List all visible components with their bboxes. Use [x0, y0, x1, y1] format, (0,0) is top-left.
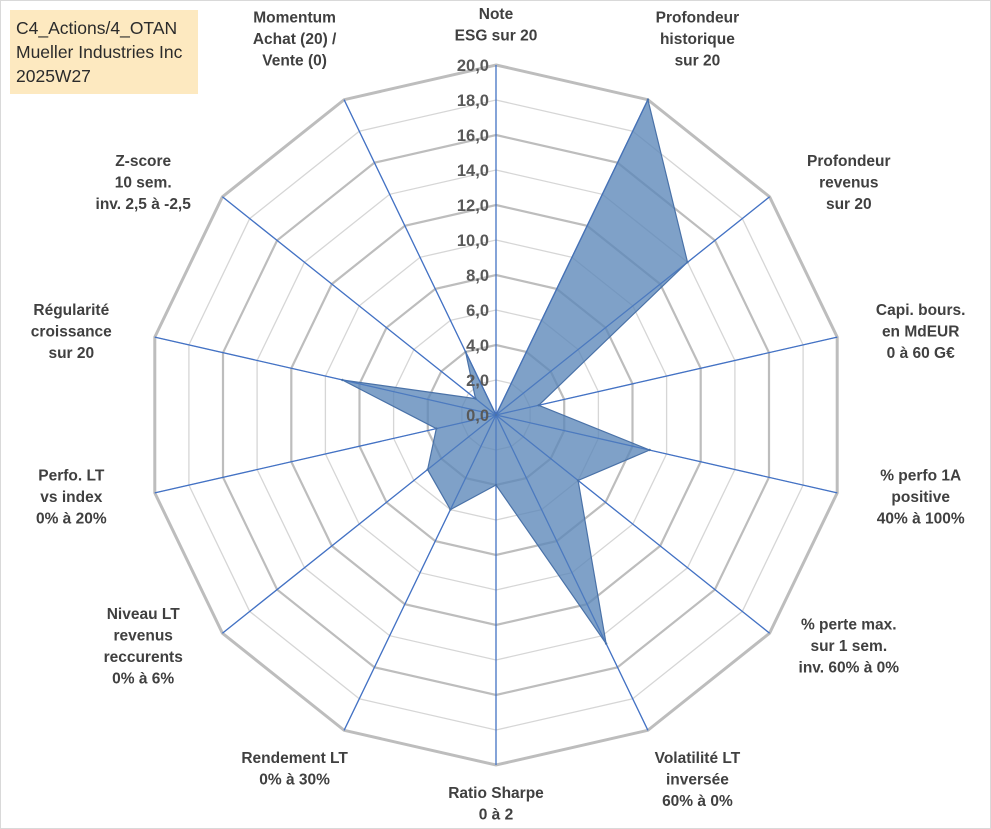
info-company: Mueller Industries Inc: [16, 42, 183, 62]
data-point: [449, 508, 452, 511]
axis-spoke-overlay: [495, 414, 770, 634]
axis-label: % perfo 1A positive 40% à 100%: [877, 468, 965, 528]
axis-label-line: revenus: [113, 627, 172, 644]
axis-label: Ratio Sharpe 0 à 2: [448, 785, 544, 824]
tick-label: 4,0: [466, 337, 489, 355]
axis-label: Rendement LT 0% à 30%: [241, 750, 348, 789]
axis-label: Profondeur historique sur 20: [656, 9, 740, 69]
axis-label-line: sur 20: [675, 52, 721, 69]
data-point: [537, 404, 540, 407]
axis-label: Niveau LT revenus reccurents 0% à 6%: [104, 606, 183, 688]
axis-label-line: 60% à 0%: [662, 793, 733, 810]
axis-label-line: 0 à 2: [479, 807, 513, 824]
axis-label-line: positive: [891, 489, 950, 506]
axis-label-line: 0 à 60 G€: [887, 345, 955, 362]
data-point: [648, 448, 651, 452]
data-area-series: [342, 97, 689, 644]
axis-spoke-overlay: [495, 414, 649, 731]
axis-label-line: Vente (0): [262, 52, 327, 69]
tick-label: 20,0: [457, 57, 489, 75]
axis-spoke-overlay: [222, 414, 497, 634]
chart-info-box: C4_Actions/4_OTAN Mueller Industries Inc…: [10, 10, 198, 94]
axis-label-line: 40% à 100%: [877, 511, 965, 528]
axis-spoke-overlay: [495, 196, 770, 416]
axis-label-line: sur 20: [48, 345, 94, 362]
tick-label: 0,0: [466, 407, 489, 425]
data-point: [474, 397, 477, 400]
axis-label-line: 0% à 6%: [112, 670, 174, 687]
axis-label-line: Profondeur: [656, 9, 740, 26]
axis-label-line: Perfo. LT: [38, 468, 105, 485]
axis-spoke-overlay: [343, 99, 497, 416]
axis-label-line: inv. 60% à 0%: [799, 660, 900, 677]
data-point: [341, 378, 344, 382]
axis-label-line: % perte max.: [801, 617, 897, 634]
info-period: 2025W27: [16, 66, 91, 86]
axis-label-line: historique: [660, 31, 735, 48]
axis-label: Capi. bours. en MdEUR 0 à 60 G€: [876, 302, 966, 362]
axis-label: Z-score 10 sem. inv. 2,5 à -2,5: [96, 153, 192, 213]
axis-label-line: Momentum: [253, 9, 336, 26]
tick-label: 8,0: [466, 267, 489, 285]
tick-label: 16,0: [457, 127, 489, 145]
axis-label-line: Profondeur: [807, 153, 891, 170]
axis-label-line: Rendement LT: [241, 750, 348, 767]
axis-label-line: ESG sur 20: [455, 28, 538, 45]
axis-spoke-overlay: [154, 414, 497, 494]
axis-label-line: Ratio Sharpe: [448, 785, 544, 802]
data-point: [604, 642, 608, 645]
tick-label: 18,0: [457, 92, 489, 110]
axis-label-line: inversée: [666, 772, 729, 789]
data-point: [686, 261, 689, 264]
axis-label-line: vs index: [40, 489, 102, 506]
axis-label: Volatilité LT inversée 60% à 0%: [655, 750, 741, 810]
axis-label-line: sur 20: [826, 196, 872, 213]
axis-label-line: Note: [479, 6, 514, 23]
axis-label-line: Volatilité LT: [655, 750, 741, 767]
data-point: [576, 479, 580, 482]
axis-label: Note ESG sur 20: [455, 6, 538, 45]
data-point: [494, 483, 498, 487]
axis-label: Profondeur revenus sur 20: [807, 153, 891, 213]
axis-label-line: Niveau LT: [107, 606, 180, 623]
tick-label: 14,0: [457, 162, 489, 180]
axis-label: Momentum Achat (20) / Vente (0): [253, 9, 337, 69]
axis-label-line: % perfo 1A: [880, 468, 961, 485]
tick-label: 2,0: [466, 372, 489, 390]
data-point: [646, 98, 650, 101]
axis-label: Perfo. LT vs index 0% à 20%: [36, 468, 107, 528]
axis-label-line: Achat (20) /: [253, 31, 337, 48]
axis-label-line: 0% à 30%: [259, 772, 330, 789]
axis-label-line: reccurents: [104, 649, 183, 666]
axis-label-line: sur 1 sem.: [810, 638, 887, 655]
tick-label: 10,0: [457, 232, 489, 250]
axis-label-line: Capi. bours.: [876, 302, 966, 319]
axis-label-line: 0% à 20%: [36, 511, 107, 528]
data-point: [464, 350, 467, 354]
axis-label-line: inv. 2,5 à -2,5: [96, 196, 192, 213]
axis-label-line: Régularité: [33, 302, 109, 319]
tick-label: 6,0: [466, 302, 489, 320]
axis-label-line: Z-score: [115, 153, 171, 170]
axis-label-line: croissance: [31, 324, 112, 341]
axis-spoke-overlay: [495, 336, 838, 416]
axis-label-line: 10 sem.: [115, 174, 172, 191]
data-point: [426, 468, 429, 471]
axis-label-line: en MdEUR: [882, 324, 960, 341]
axis-spoke-overlay: [343, 414, 497, 731]
axis-spoke-overlay: [495, 414, 838, 494]
info-collection: C4_Actions/4_OTAN: [16, 18, 178, 38]
data-point: [435, 427, 438, 430]
data-point: [494, 413, 498, 417]
axis-label: Régularité croissance sur 20: [31, 302, 112, 362]
axis-label-line: revenus: [819, 174, 878, 191]
axis-spoke-overlay: [495, 99, 649, 416]
axis-spoke-overlay: [154, 336, 497, 416]
axis-label: % perte max. sur 1 sem. inv. 60% à 0%: [799, 617, 900, 677]
axis-spoke-overlay: [222, 196, 497, 416]
tick-label: 12,0: [457, 197, 489, 215]
